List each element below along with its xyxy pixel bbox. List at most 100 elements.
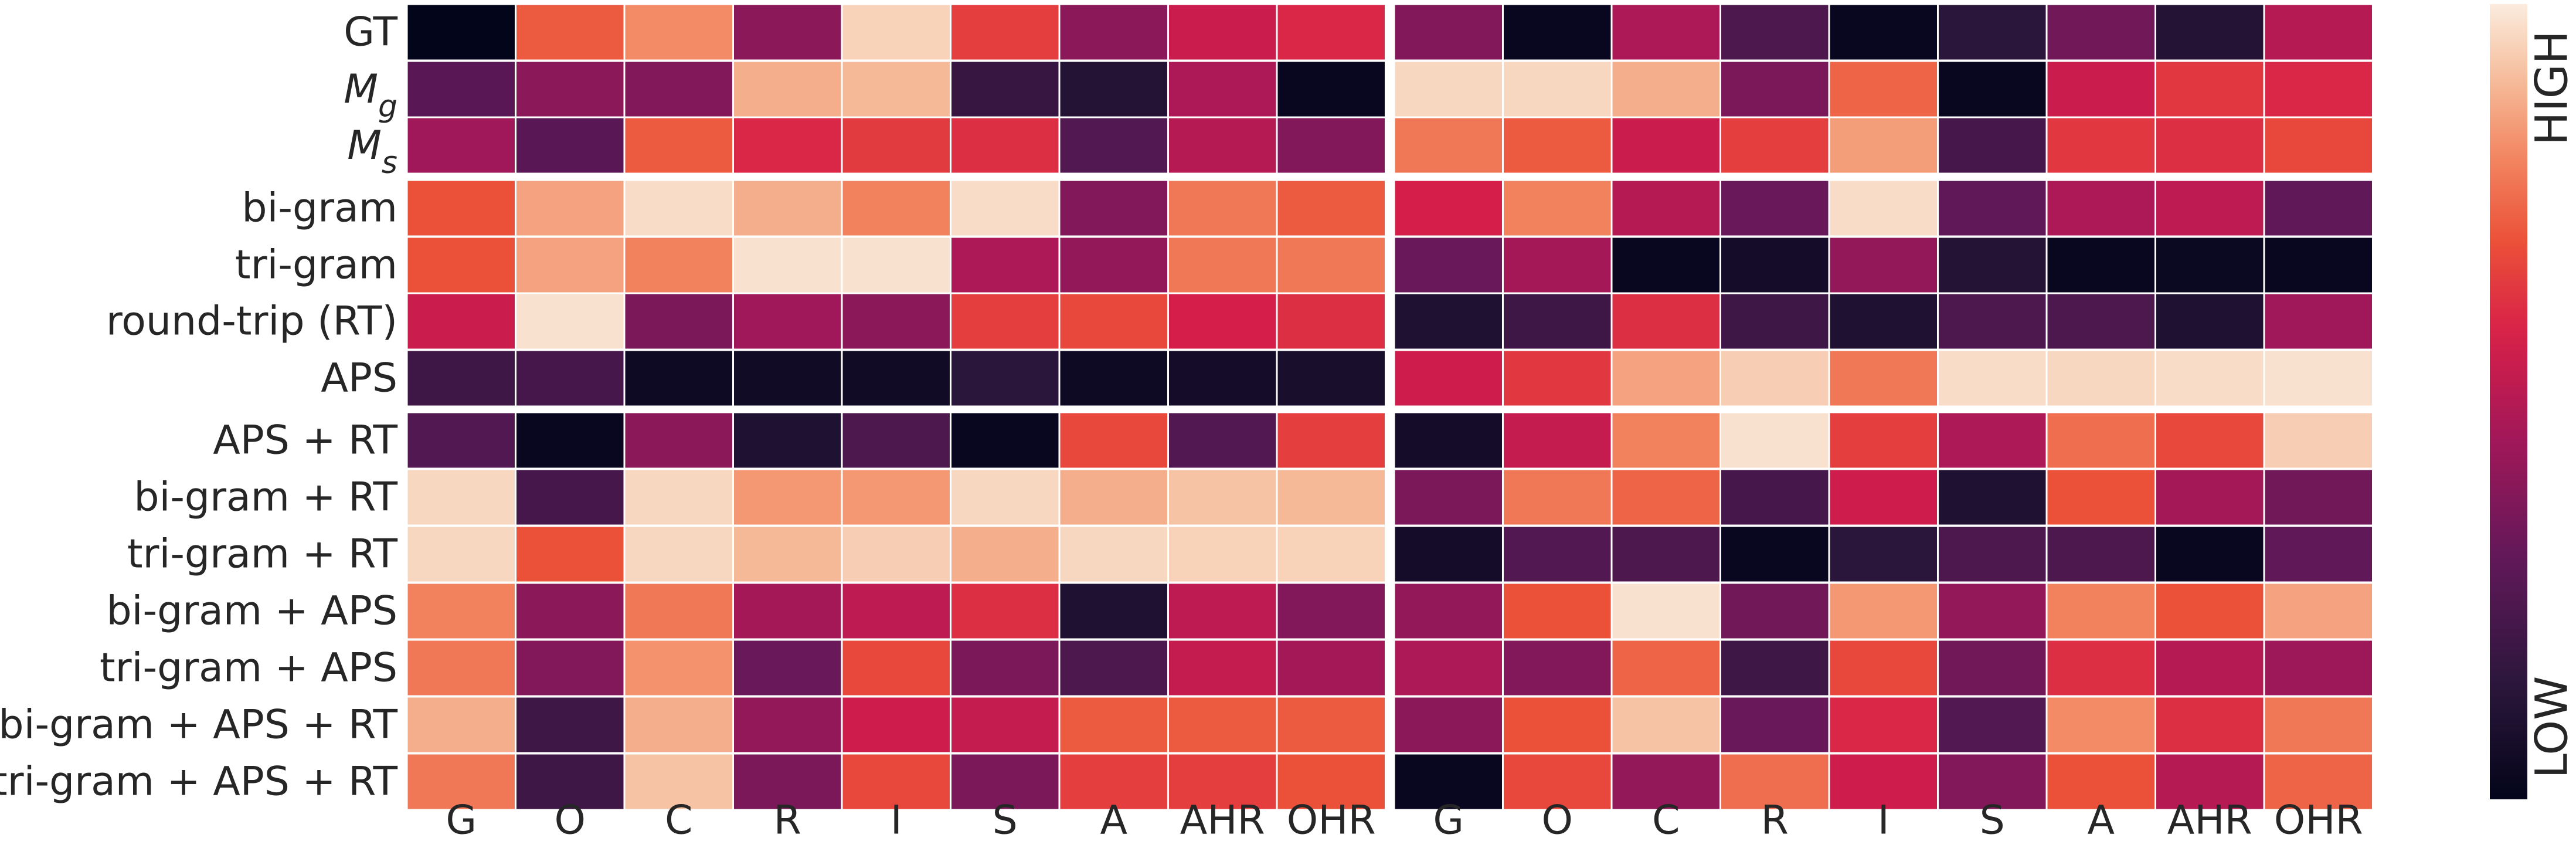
row-label-tri-gram-aps-rt: tri-gram + APS + RT xyxy=(0,759,397,805)
heatmap-cell-left-bi-gram-aps-rt-AHR xyxy=(1167,696,1278,754)
heatmap-cell-right-round-trip-rt-S xyxy=(1937,292,2048,351)
heatmap-cell-right-gt-OHR xyxy=(2263,3,2374,62)
heatmap-cell-left-bi-gram-aps-R xyxy=(732,582,843,640)
heatmap-cell-left-tri-gram-rt-S xyxy=(950,525,1061,584)
heatmap-cell-right-aps-rt-G xyxy=(1393,411,1504,470)
heatmap-cell-left-bi-gram-O xyxy=(515,179,626,238)
heatmap-cell-left-tri-gram-aps-rt-O xyxy=(515,752,626,811)
heatmap-cell-left-aps-rt-A xyxy=(1058,411,1169,470)
heatmap-cell-right-m-g-G xyxy=(1393,60,1504,118)
heatmap-cell-right-gt-R xyxy=(1719,3,1830,62)
heatmap-cell-left-tri-gram-aps-R xyxy=(732,639,843,697)
heatmap-cell-right-tri-gram-aps-S xyxy=(1937,639,2048,697)
heatmap-cell-right-aps-A xyxy=(2045,349,2156,408)
heatmap-cell-left-bi-gram-rt-AHR xyxy=(1167,468,1278,527)
heatmap-cell-left-gt-OHR xyxy=(1276,3,1386,62)
heatmap-cell-left-round-trip-rt-G xyxy=(406,292,516,351)
heatmap-cell-right-bi-gram-aps-AHR xyxy=(2154,582,2265,640)
heatmap-cell-left-gt-G xyxy=(406,3,516,62)
heatmap-cell-right-aps-rt-O xyxy=(1502,411,1613,470)
heatmap-cell-left-aps-rt-O xyxy=(515,411,626,470)
heatmap-cell-right-bi-gram-I xyxy=(1828,179,1939,238)
heatmap-cell-left-m-g-OHR xyxy=(1276,60,1386,118)
heatmap-cell-left-bi-gram-rt-O xyxy=(515,468,626,527)
heatmap-cell-right-tri-gram-rt-G xyxy=(1393,525,1504,584)
heatmap-cell-right-m-g-OHR xyxy=(2263,60,2374,118)
heatmap-cell-left-bi-gram-R xyxy=(732,179,843,238)
column-label-left-OHR: OHR xyxy=(1287,798,1376,844)
heatmap-cell-left-round-trip-rt-R xyxy=(732,292,843,351)
heatmap-cell-right-aps-rt-R xyxy=(1719,411,1830,470)
heatmap-cell-left-gt-I xyxy=(841,3,951,62)
heatmap-cell-left-m-g-S xyxy=(950,60,1061,118)
heatmap-cell-right-aps-rt-AHR xyxy=(2154,411,2265,470)
heatmap-cell-right-tri-gram-rt-S xyxy=(1937,525,2048,584)
heatmap-cell-left-tri-gram-R xyxy=(732,236,843,294)
heatmap-cell-left-bi-gram-C xyxy=(623,179,734,238)
heatmap-cell-left-round-trip-rt-OHR xyxy=(1276,292,1386,351)
heatmap-cell-left-m-s-OHR xyxy=(1276,116,1386,175)
column-label-left-I: I xyxy=(891,798,902,844)
heatmap-cell-right-round-trip-rt-C xyxy=(1610,292,1721,351)
heatmap-cell-right-m-g-A xyxy=(2045,60,2156,118)
heatmap-cell-left-tri-gram-aps-A xyxy=(1058,639,1169,697)
heatmap-cell-right-gt-I xyxy=(1828,3,1939,62)
heatmap-cell-left-tri-gram-S xyxy=(950,236,1061,294)
heatmap-cell-left-aps-A xyxy=(1058,349,1169,408)
heatmap-cell-left-bi-gram-aps-rt-A xyxy=(1058,696,1169,754)
heatmap-cell-right-round-trip-rt-A xyxy=(2045,292,2156,351)
heatmap-cell-right-gt-C xyxy=(1610,3,1721,62)
heatmap-cell-left-gt-S xyxy=(950,3,1061,62)
column-label-right-S: S xyxy=(1980,798,2005,844)
panel-right xyxy=(1393,3,2374,811)
heatmap-cell-left-bi-gram-S xyxy=(950,179,1061,238)
heatmap-cell-right-m-s-G xyxy=(1393,116,1504,175)
row-label-m-g: Mg xyxy=(344,66,397,125)
heatmap-cell-left-aps-rt-OHR xyxy=(1276,411,1386,470)
heatmap-cell-right-m-g-S xyxy=(1937,60,2048,118)
heatmap-cell-left-aps-G xyxy=(406,349,516,408)
heatmap-cell-right-aps-R xyxy=(1719,349,1830,408)
heatmap-cell-left-round-trip-rt-C xyxy=(623,292,734,351)
heatmap-cell-left-tri-gram-O xyxy=(515,236,626,294)
heatmap-cell-right-tri-gram-rt-AHR xyxy=(2154,525,2265,584)
column-label-right-C: C xyxy=(1652,798,1680,844)
heatmap-cell-right-bi-gram-aps-S xyxy=(1937,582,2048,640)
heatmap-cell-right-bi-gram-rt-O xyxy=(1502,468,1613,527)
heatmap-cell-right-tri-gram-I xyxy=(1828,236,1939,294)
heatmap-cell-left-tri-gram-aps-rt-AHR xyxy=(1167,752,1278,811)
heatmap-cell-left-m-g-A xyxy=(1058,60,1169,118)
heatmap-cell-left-tri-gram-rt-OHR xyxy=(1276,525,1386,584)
row-label-tri-gram-rt: tri-gram + RT xyxy=(127,531,398,578)
heatmap-cell-right-m-s-I xyxy=(1828,116,1939,175)
column-labels: G O C R I S A AHR OHR G O C R I S A AHR OHR xyxy=(446,798,2363,844)
heatmap-cell-left-bi-gram-aps-rt-C xyxy=(623,696,734,754)
heatmap-cell-left-tri-gram-rt-G xyxy=(406,525,516,584)
heatmap-cell-left-bi-gram-aps-S xyxy=(950,582,1061,640)
heatmap-cell-right-bi-gram-aps-O xyxy=(1502,582,1613,640)
heatmap-cell-left-tri-gram-rt-I xyxy=(841,525,951,584)
heatmap-cell-left-tri-gram-aps-G xyxy=(406,639,516,697)
heatmap-cell-left-m-s-C xyxy=(623,116,734,175)
heatmap-cell-left-m-g-O xyxy=(515,60,626,118)
column-label-right-R: R xyxy=(1761,798,1789,844)
heatmap-cell-right-bi-gram-aps-rt-S xyxy=(1937,696,2048,754)
heatmap-cell-right-bi-gram-OHR xyxy=(2263,179,2374,238)
heatmap-cell-left-aps-rt-I xyxy=(841,411,951,470)
heatmap-cell-right-bi-gram-aps-R xyxy=(1719,582,1830,640)
heatmap-cell-left-bi-gram-aps-OHR xyxy=(1276,582,1386,640)
heatmap-cell-left-bi-gram-AHR xyxy=(1167,179,1278,238)
column-label-right-I: I xyxy=(1878,798,1889,844)
heatmap-cell-right-tri-gram-R xyxy=(1719,236,1830,294)
heatmap-cell-right-aps-O xyxy=(1502,349,1613,408)
heatmap-cell-left-bi-gram-aps-AHR xyxy=(1167,582,1278,640)
heatmap-cell-left-bi-gram-aps-G xyxy=(406,582,516,640)
heatmap-cell-left-tri-gram-aps-C xyxy=(623,639,734,697)
heatmap-cell-left-gt-AHR xyxy=(1167,3,1278,62)
heatmap-cell-left-round-trip-rt-O xyxy=(515,292,626,351)
heatmap-cell-left-aps-O xyxy=(515,349,626,408)
heatmap-cell-left-tri-gram-aps-I xyxy=(841,639,951,697)
heatmap-cell-right-aps-I xyxy=(1828,349,1939,408)
